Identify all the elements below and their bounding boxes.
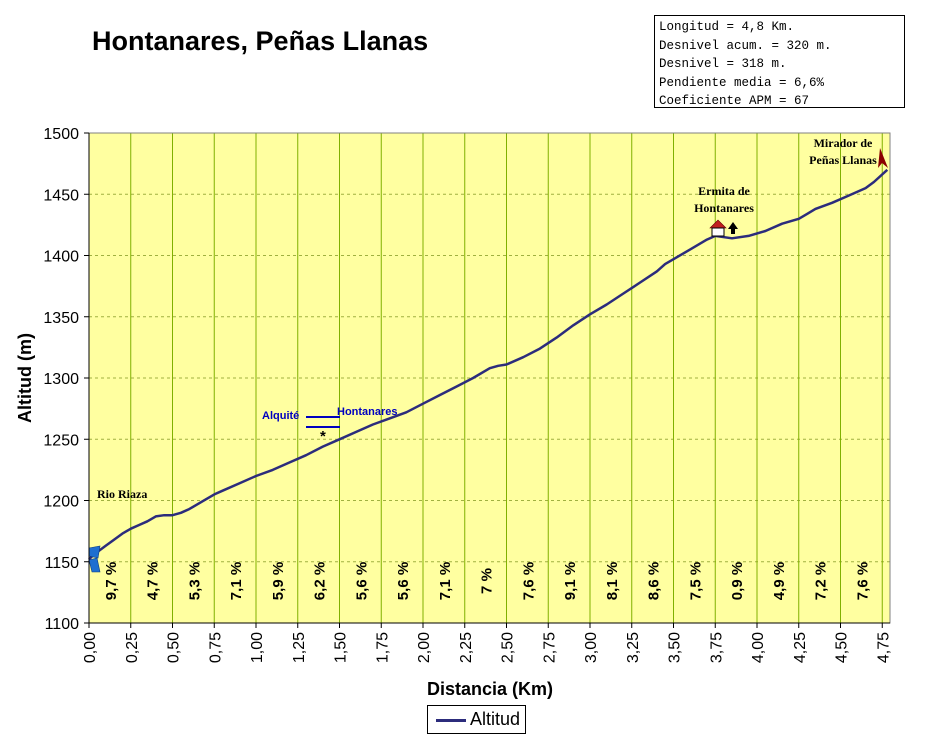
legend-line-swatch — [436, 719, 466, 722]
y-axis-title: Altitud (m) — [15, 333, 35, 423]
x-tick-label: 4,75 — [875, 632, 892, 663]
slope-label: 4,7 % — [145, 562, 162, 600]
altitude-line — [88, 168, 889, 561]
stat-accumulated-climb: Desnivel acum. = 320 m. — [659, 38, 832, 53]
slope-label: 5,6 % — [353, 562, 370, 600]
annotation-ermita-line1: Ermita de — [698, 184, 750, 198]
slope-label: 7,2 % — [813, 562, 830, 600]
y-tick-label: 1150 — [45, 555, 80, 572]
slope-label: 7,6 % — [854, 562, 871, 600]
x-tick-label: 0,75 — [207, 632, 224, 663]
y-tick-label: 1250 — [43, 432, 79, 449]
slope-label: 5,3 % — [186, 562, 203, 600]
slope-label: 7,5 % — [687, 562, 704, 600]
slope-label: 8,6 % — [646, 562, 663, 600]
y-tick-label: 1200 — [43, 494, 79, 511]
annotation-ermita-line2: Hontanares — [694, 201, 754, 215]
x-tick-label: 4,50 — [834, 632, 851, 663]
stat-length: Longitud = 4,8 Km. — [659, 20, 795, 34]
y-tick-label: 1100 — [45, 616, 80, 633]
x-tick-label: 3,00 — [583, 632, 600, 663]
slope-label: 7,1 % — [437, 562, 454, 600]
x-axis-title: Distancia (Km) — [427, 679, 553, 699]
slope-label: 6,2 % — [312, 562, 329, 600]
stats-box: Longitud = 4,8 Km. Desnivel acum. = 320 … — [654, 15, 905, 108]
y-tick-label: 1450 — [43, 187, 79, 204]
legend-label: Altitud — [470, 709, 521, 729]
x-tick-label: 3,25 — [625, 632, 642, 663]
slope-label: 7,6 % — [520, 562, 537, 600]
stat-average-slope: Pendiente media = 6,6% — [659, 75, 825, 90]
annotation-alquite: Alquité — [262, 410, 299, 422]
annotation-hontanares: Hontanares — [337, 406, 398, 418]
x-tick-label: 1,75 — [374, 632, 391, 663]
chapel-icon — [711, 227, 725, 237]
annotation-rio-riaza: Rio Riaza — [97, 487, 147, 501]
x-tick-label: 1,25 — [291, 632, 308, 663]
x-tick-label: 0,50 — [166, 632, 183, 663]
slope-label: 5,6 % — [395, 562, 412, 600]
x-tick-label: 2,00 — [416, 632, 433, 663]
y-tick-label: 1350 — [43, 310, 79, 327]
annotation-mirador-line2: Peñas Llanas — [809, 153, 877, 167]
tree-icon — [728, 222, 738, 234]
x-tick-label: 0,00 — [82, 632, 99, 663]
slope-label: 9,1 % — [562, 562, 579, 600]
stat-apm-coefficient: Coeficiente APM = 67 — [659, 94, 810, 108]
slope-label: 5,9 % — [270, 562, 287, 600]
slope-label: 9,7 % — [103, 562, 120, 600]
x-tick-label: 4,00 — [750, 632, 767, 663]
slope-label: 8,1 % — [604, 562, 621, 600]
slope-label: 7 % — [479, 568, 496, 594]
mirador-arrow-icon — [878, 148, 888, 168]
y-tick-label: 1300 — [43, 371, 79, 388]
x-tick-label: 1,50 — [333, 632, 350, 663]
annotation-mirador-line1: Mirador de — [814, 136, 873, 150]
x-tick-label: 2,50 — [500, 632, 517, 663]
stat-elevation-gain: Desnivel = 318 m. — [659, 57, 787, 71]
x-tick-label: 3,75 — [708, 632, 725, 663]
legend: Altitud — [427, 705, 526, 734]
annotation-asterisk: * — [320, 428, 326, 445]
x-tick-label: 4,25 — [792, 632, 809, 663]
y-tick-label: 1400 — [43, 249, 79, 266]
x-tick-label: 2,25 — [458, 632, 475, 663]
x-tick-label: 3,50 — [667, 632, 684, 663]
slope-label: 7,1 % — [228, 562, 245, 600]
chart-title: Hontanares, Peñas Llanas — [92, 26, 429, 56]
x-tick-label: 2,75 — [541, 632, 558, 663]
slope-label: 0,9 % — [729, 562, 746, 600]
y-tick-label: 1500 — [43, 126, 79, 143]
slope-label: 4,9 % — [771, 562, 788, 600]
x-tick-label: 0,25 — [124, 632, 141, 663]
x-tick-label: 1,00 — [249, 632, 266, 663]
